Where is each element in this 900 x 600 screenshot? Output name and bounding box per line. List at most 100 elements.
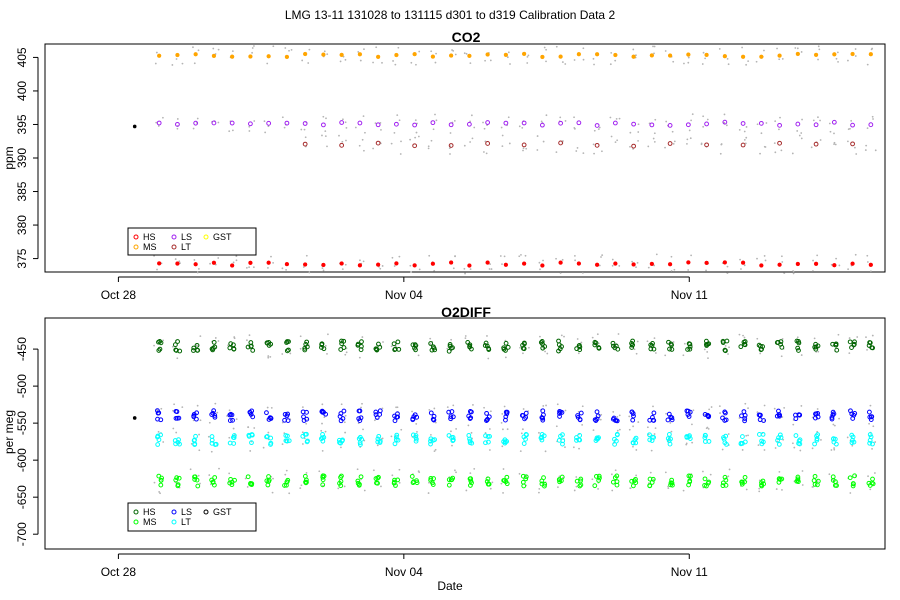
series-ms-point xyxy=(501,478,507,483)
raw-sample-point xyxy=(390,345,393,348)
raw-sample-point xyxy=(652,137,655,140)
raw-sample-point xyxy=(199,482,201,485)
series-lt-point xyxy=(268,435,274,441)
raw-sample-point xyxy=(723,121,726,124)
series-hs-point xyxy=(319,341,325,347)
raw-sample-point xyxy=(499,255,502,257)
raw-sample-point xyxy=(354,126,357,129)
raw-sample-point xyxy=(704,57,707,60)
series-hs-point xyxy=(248,344,254,349)
raw-sample-point xyxy=(281,353,284,355)
series-ls-point xyxy=(430,120,436,126)
series-hs-point xyxy=(830,341,836,347)
raw-sample-point xyxy=(361,402,363,405)
raw-sample-point xyxy=(646,426,649,429)
raw-sample-point xyxy=(800,132,803,134)
series-lt-point xyxy=(428,441,433,447)
series-lt-point xyxy=(483,440,488,446)
raw-sample-point xyxy=(394,63,397,66)
y-tick-label: 395 xyxy=(15,114,29,134)
raw-sample-point xyxy=(872,425,875,428)
series-ls-point xyxy=(742,413,748,418)
series-hs-point xyxy=(157,346,163,352)
raw-sample-point xyxy=(372,61,374,64)
raw-sample-point xyxy=(835,257,838,260)
raw-sample-point xyxy=(616,139,619,142)
series-hs-point xyxy=(669,347,675,352)
raw-sample-point xyxy=(833,448,836,451)
raw-sample-point xyxy=(635,352,638,355)
raw-sample-point xyxy=(157,125,160,127)
series-lt-point xyxy=(357,442,363,447)
series-ms-point xyxy=(157,53,162,58)
raw-sample-point xyxy=(435,119,438,122)
raw-sample-point xyxy=(263,120,266,123)
series-lt-point xyxy=(813,141,819,147)
raw-sample-point xyxy=(635,449,638,451)
raw-sample-point xyxy=(596,333,599,336)
raw-sample-point xyxy=(832,423,835,426)
raw-sample-point xyxy=(654,427,657,430)
series-hs-point xyxy=(339,338,344,344)
series-ls-point xyxy=(194,410,199,416)
raw-sample-point xyxy=(854,55,857,57)
raw-sample-point xyxy=(710,406,713,408)
series-ls-point xyxy=(250,414,256,420)
raw-sample-point xyxy=(672,60,675,63)
raw-sample-point xyxy=(614,469,617,472)
series-hs-point xyxy=(231,342,236,348)
raw-sample-point xyxy=(555,45,558,48)
raw-sample-point xyxy=(491,481,494,484)
raw-sample-point xyxy=(521,428,524,431)
series-lt-point xyxy=(155,434,160,440)
series-lt-point xyxy=(395,437,401,443)
series-lt-point xyxy=(666,438,672,444)
raw-sample-point xyxy=(323,416,326,419)
raw-sample-point xyxy=(616,429,619,432)
raw-sample-point xyxy=(564,446,566,448)
series-ms-point xyxy=(229,482,235,488)
raw-sample-point xyxy=(561,61,564,63)
y-tick-label: 400 xyxy=(15,81,29,101)
series-ms-point xyxy=(868,52,873,57)
series-ls-point xyxy=(229,120,235,126)
raw-sample-point xyxy=(796,47,799,50)
raw-sample-point xyxy=(812,259,814,262)
series-hs-point xyxy=(649,261,655,267)
raw-sample-point xyxy=(409,264,412,267)
raw-sample-point xyxy=(650,449,653,452)
y-tick-label: -450 xyxy=(15,337,29,361)
raw-sample-point xyxy=(522,408,525,410)
raw-sample-point xyxy=(726,58,729,60)
raw-sample-point xyxy=(856,336,859,338)
raw-sample-point xyxy=(702,125,705,128)
series-lt-point xyxy=(486,439,491,445)
raw-sample-point xyxy=(543,46,546,49)
series-ms-point xyxy=(158,482,164,488)
raw-sample-point xyxy=(874,149,877,152)
raw-sample-point xyxy=(739,258,741,261)
raw-sample-point xyxy=(284,47,287,49)
raw-sample-point xyxy=(791,442,794,445)
series-ms-point xyxy=(596,473,602,479)
raw-sample-point xyxy=(299,335,302,338)
raw-sample-point xyxy=(301,406,304,409)
raw-sample-point xyxy=(473,467,476,470)
raw-sample-point xyxy=(193,259,196,261)
raw-sample-point xyxy=(197,474,200,477)
raw-sample-point xyxy=(343,421,346,424)
series-hs-point xyxy=(594,262,600,267)
series-ms-point xyxy=(376,474,381,480)
series-lt-point xyxy=(684,434,690,439)
raw-sample-point xyxy=(743,139,746,141)
raw-sample-point xyxy=(635,474,638,477)
raw-sample-point xyxy=(793,446,796,449)
raw-sample-point xyxy=(669,422,672,424)
series-hs-point xyxy=(611,343,616,349)
raw-sample-point xyxy=(484,59,486,62)
series-hs-point xyxy=(722,260,727,265)
series-ls-point xyxy=(793,416,799,422)
series-lt-point xyxy=(651,435,657,440)
raw-sample-point xyxy=(665,412,668,415)
series-ms-point xyxy=(173,477,179,483)
